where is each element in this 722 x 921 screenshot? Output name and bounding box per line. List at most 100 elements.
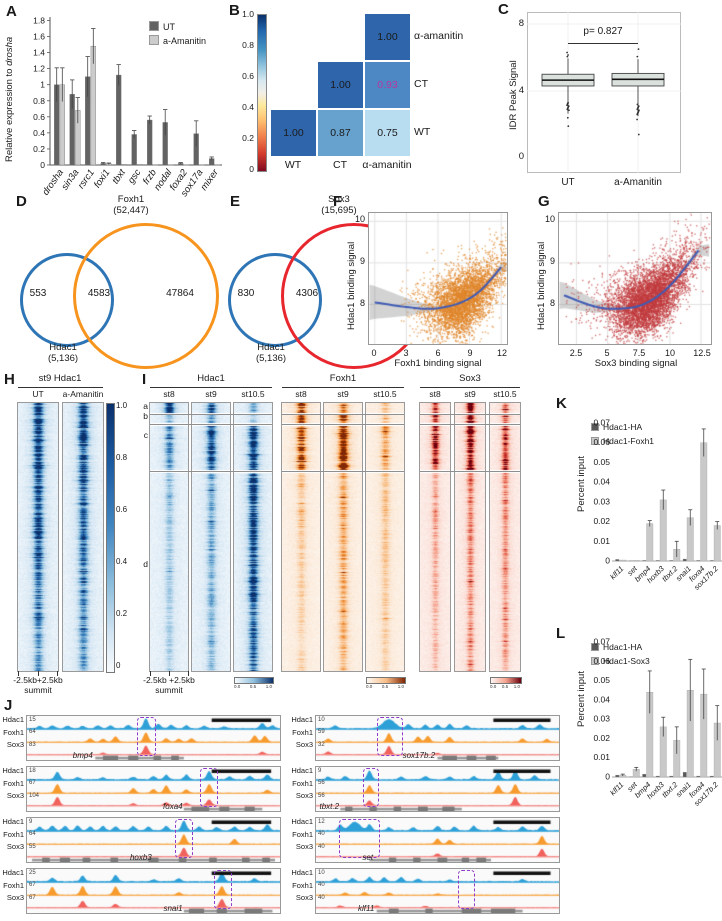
panel-a-bar-chart: 1.81.61.41.210.80.60.40.20droshasin3arsr… xyxy=(33,15,222,199)
venn-right-count: 47864 xyxy=(166,288,194,299)
venn-bottom-label: Hdac1 xyxy=(257,342,285,353)
track-scale: 9 xyxy=(29,818,33,825)
panel-l-label: L xyxy=(556,625,566,642)
colorbar-tick: 0.4 xyxy=(116,557,128,566)
row-label: WT xyxy=(414,126,431,138)
cluster-label: a xyxy=(143,401,148,411)
legend-swatch xyxy=(591,423,599,431)
y-tick: 1.2 xyxy=(33,64,45,74)
y-tick: 0.04 xyxy=(593,477,610,487)
corr-cell: 1.00 xyxy=(271,110,316,156)
colorbar-tick: 0.8 xyxy=(116,453,128,462)
highlight-box-hoxb3 xyxy=(175,819,193,858)
colorbar-tick: 0.8 xyxy=(242,40,254,50)
y-tick: 0.4 xyxy=(33,128,45,138)
x-cat-label: UT xyxy=(561,177,575,188)
header-underline xyxy=(18,387,103,389)
cluster-label: d xyxy=(143,559,148,569)
corr-cell: 1.00 xyxy=(365,14,410,60)
x-tick: 12.5 xyxy=(693,348,711,358)
colorbar-tick: 0.4 xyxy=(242,102,254,112)
track-scale: 40 xyxy=(318,831,325,837)
x-tick: 10 xyxy=(664,348,676,358)
x-tick: 12 xyxy=(496,348,508,358)
heatmap-st9-amanitin xyxy=(62,402,104,672)
panel-l-legend-sox3: Hdac1-Sox3 xyxy=(591,656,650,666)
panel-a-legend-amanitin: a-Amanitin xyxy=(149,35,206,46)
y-tick: 0.03 xyxy=(593,714,610,724)
y-tick: 8 xyxy=(549,298,555,308)
track-label-sox3: Sox3 xyxy=(295,893,313,902)
track-label-hdac1: Hdac1 xyxy=(291,766,313,775)
gene-label-snai1: snai1 xyxy=(163,903,183,913)
heatmap-hdac1-st10.5 xyxy=(233,402,273,672)
group-header: Hdac1 xyxy=(197,373,225,384)
colorbar-tick: 0 xyxy=(116,661,121,670)
heatmap-st9-ut xyxy=(17,402,59,672)
track-scale: 59 xyxy=(318,729,325,735)
cluster-separator xyxy=(420,423,520,425)
gene-label-hoxb3: hoxb3 xyxy=(129,852,152,862)
corr-cell: 0.75 xyxy=(365,110,410,156)
legend-swatch xyxy=(149,35,159,45)
stage-label: st10.5 xyxy=(493,389,517,399)
gene-label-tbxt.2: tbxt.2 xyxy=(319,801,340,811)
x-cat-label: tbxt xyxy=(110,167,128,186)
x-tick: 5 xyxy=(604,348,610,358)
stage-label: st8 xyxy=(295,389,307,399)
summit-tick xyxy=(150,671,151,676)
x-tick: 2.5 xyxy=(569,348,583,358)
venn-title-count: (52,447) xyxy=(113,205,149,216)
track-scale: 9 xyxy=(318,767,322,774)
row-label: α-amanitin xyxy=(414,30,464,42)
track-scale: 40 xyxy=(318,882,325,888)
mini-tick: 0.5 xyxy=(381,684,389,689)
cluster-separator xyxy=(150,423,272,425)
venn-bottom-count: (5,136) xyxy=(47,353,79,364)
y-tick: 0.02 xyxy=(593,516,610,526)
track-scale: 56 xyxy=(318,793,325,799)
x-cat-label: mixer xyxy=(199,167,222,193)
highlight-box-klf11 xyxy=(458,870,476,909)
track-label-hdac1: Hdac1 xyxy=(2,715,24,724)
stage-label: st10.5 xyxy=(373,389,397,399)
cluster-separator xyxy=(282,470,404,472)
heatmap-foxh1-st9 xyxy=(323,402,363,672)
panel-g-ylabel: Hdac1 binding signal xyxy=(536,241,547,330)
genome-tracks-foxa4 xyxy=(27,767,280,811)
panel-f-label: F xyxy=(333,193,343,210)
mini-tick: 0.5 xyxy=(501,684,509,689)
panel-k-legend-ha: Hdac1-HA xyxy=(591,422,642,432)
panel-e-label: E xyxy=(230,193,241,210)
track-scale: 32 xyxy=(318,742,325,748)
venn-title: Sox3 xyxy=(328,194,350,205)
y-tick: 8 xyxy=(359,298,365,308)
venn-title-count: (15,695) xyxy=(321,205,357,216)
track-scale: 10 xyxy=(318,869,325,876)
header-underline xyxy=(420,387,520,389)
track-label-foxh1: Foxh1 xyxy=(292,727,313,737)
track-label-sox3: Sox3 xyxy=(295,740,313,749)
venn-bottom-count: (5,136) xyxy=(255,353,287,364)
heatmap-hdac1-st9 xyxy=(191,402,231,672)
y-tick: 1 xyxy=(40,80,45,90)
track-scale: 104 xyxy=(29,793,40,799)
track-label-hdac1: Hdac1 xyxy=(2,766,24,775)
header-underline xyxy=(150,387,272,389)
panel-c-ylabel: IDR Peak Signal xyxy=(508,60,519,130)
y-tick: 0.05 xyxy=(593,675,610,685)
stage-label: st8 xyxy=(163,389,175,399)
panel-d-label: D xyxy=(16,193,27,210)
mini-tick: 1.0 xyxy=(513,684,520,689)
track-label-hdac1: Hdac1 xyxy=(291,868,313,877)
heatmap-foxh1-st8 xyxy=(281,402,321,672)
y-tick: 0 xyxy=(518,151,524,162)
x-cat-label: gsc xyxy=(126,167,144,186)
stage-label: st8 xyxy=(429,389,441,399)
panel-a-ylabel: Relative expression to drosha xyxy=(4,36,15,162)
x-cat-label: rsrc1 xyxy=(76,167,97,191)
track-label-foxh1: Foxh1 xyxy=(3,829,24,839)
track-scale: 15 xyxy=(29,716,36,723)
panel-j-label: J xyxy=(4,697,13,714)
